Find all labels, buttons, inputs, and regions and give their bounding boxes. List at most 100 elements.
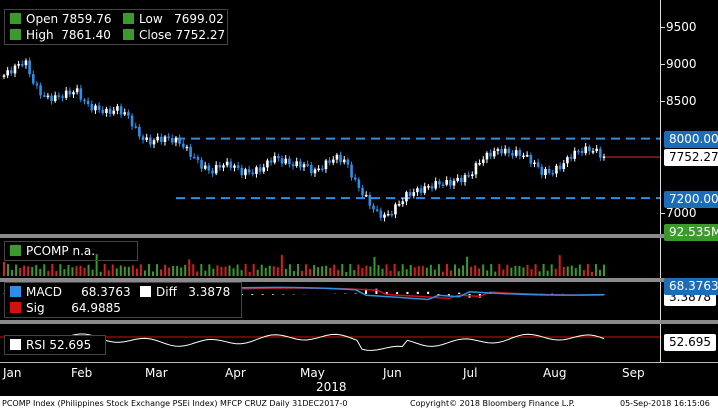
volume-bar <box>35 265 38 276</box>
candle-body <box>138 126 141 137</box>
volume-bar <box>123 266 126 276</box>
candle-body <box>558 165 562 170</box>
candle-body <box>331 159 335 163</box>
candle-body <box>46 95 50 98</box>
volume-bar <box>256 269 259 276</box>
volume-bar <box>151 271 154 276</box>
rsi-tag: 52.695 <box>664 334 716 351</box>
candle-body <box>196 157 200 160</box>
volume-bar <box>429 264 432 276</box>
volume-bar <box>377 265 380 276</box>
volume-bar <box>51 264 54 276</box>
candle-body <box>430 186 434 189</box>
volume-bar <box>361 268 364 276</box>
candle-body <box>233 165 236 168</box>
candle-body <box>522 155 525 158</box>
volume-bar <box>7 264 10 276</box>
candle-body <box>247 169 251 173</box>
volume-bar <box>67 264 70 276</box>
candle-body <box>269 160 273 163</box>
volume-bar <box>526 264 529 276</box>
candle-body <box>90 103 94 111</box>
candle-body <box>229 161 233 168</box>
candle-body <box>273 156 277 163</box>
volume-bar <box>260 264 263 276</box>
candle-body <box>602 156 606 159</box>
candle-body <box>218 164 222 168</box>
candle-body <box>299 161 302 168</box>
volume-bar <box>462 265 465 276</box>
volume-bar <box>329 267 332 276</box>
volume-bar <box>208 264 211 276</box>
candle-body <box>86 100 90 104</box>
volume-bar <box>280 255 283 276</box>
volume-bar <box>204 270 207 276</box>
volume-bar <box>437 264 440 276</box>
candle-body <box>555 165 558 174</box>
candle-body <box>427 186 430 188</box>
rsi-swatch <box>10 339 21 350</box>
candle-body <box>441 184 445 186</box>
volume-bar <box>433 269 436 276</box>
volume-bar <box>228 265 231 276</box>
volume-bar <box>216 265 219 276</box>
volume-bar <box>421 265 424 276</box>
candle-body <box>192 156 196 159</box>
volume-bar <box>248 271 251 276</box>
candle-body <box>167 136 170 139</box>
volume-bar <box>397 271 400 276</box>
price-tick: 8500 <box>666 94 697 108</box>
volume-bar <box>445 264 448 276</box>
candle-body <box>485 152 489 160</box>
high-label: High <box>26 28 54 42</box>
rsi-legend: RSI 52.695 <box>4 335 106 355</box>
candle-body <box>467 175 470 177</box>
candle-body <box>361 187 364 196</box>
volume-bar <box>305 264 308 276</box>
candle-body <box>544 169 547 176</box>
volume-bar <box>514 265 517 276</box>
volume-bar <box>594 264 597 276</box>
candle-body <box>383 214 386 218</box>
volume-bar <box>127 266 130 276</box>
volume-bar <box>369 266 372 276</box>
volume-bar <box>23 265 26 276</box>
candle-body <box>236 165 240 168</box>
candle-body <box>481 159 485 164</box>
close-value: 7752.27 <box>175 28 226 42</box>
volume-bar <box>317 267 320 276</box>
candle-body <box>368 194 372 206</box>
candle-body <box>189 146 192 157</box>
volume-bar <box>244 264 247 276</box>
sig-value: 64.9885 <box>71 301 121 315</box>
candle-body <box>178 137 181 144</box>
candle-body <box>17 64 20 66</box>
volume-bar <box>200 264 203 276</box>
sig-swatch <box>10 302 21 313</box>
volume-bar <box>99 271 102 276</box>
volume-tag: 92.535M <box>664 224 718 241</box>
volume-bar <box>79 265 82 276</box>
candle-body <box>350 164 353 178</box>
close-label: Close <box>139 28 172 42</box>
candle-body <box>203 165 207 169</box>
volume-bar <box>337 269 340 276</box>
candle-body <box>310 165 313 174</box>
volume-bar <box>550 264 553 276</box>
candle-body <box>225 161 229 166</box>
candle-body <box>492 150 496 157</box>
volume-bar <box>131 265 134 276</box>
volume-bar <box>272 266 275 276</box>
footer-copyright: Copyright© 2018 Bloomberg Finance L.P. <box>410 399 575 408</box>
volume-bar <box>409 264 412 276</box>
candle-body <box>416 188 419 193</box>
candle-body <box>511 153 514 156</box>
volume-bar <box>188 259 191 276</box>
candle-body <box>149 137 152 145</box>
candle-body <box>339 154 342 163</box>
volume-bar <box>586 264 589 276</box>
resistance-level-tag: 8000.00 <box>664 131 718 148</box>
candle-body <box>28 60 31 75</box>
volume-bar <box>284 269 287 276</box>
